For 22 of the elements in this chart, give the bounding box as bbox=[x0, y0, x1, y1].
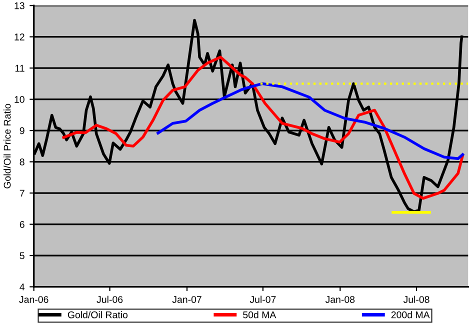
y-tick-label: 9 bbox=[20, 127, 24, 134]
x-tick-label: Jul-08 bbox=[403, 296, 430, 303]
line-series bbox=[156, 82, 464, 160]
y-tick-label: 6 bbox=[20, 221, 24, 228]
y-tick-label: 8 bbox=[20, 158, 24, 166]
x-tick-label: Jul-06 bbox=[96, 296, 123, 303]
x-tick-label: Jan-08 bbox=[325, 296, 355, 303]
x-tick-label: Jan-07 bbox=[172, 296, 202, 303]
y-tick-label: 4 bbox=[20, 284, 25, 290]
y-tick-label: 7 bbox=[20, 190, 24, 197]
legend-label: Gold/Oil Ratio bbox=[68, 311, 128, 318]
y-tick-label: 11 bbox=[15, 64, 24, 72]
legend-label: 200d MA bbox=[391, 311, 430, 318]
x-tick-label: Jan-06 bbox=[19, 296, 48, 303]
legend-label: 50d MA bbox=[243, 311, 276, 318]
y-tick-label: 12 bbox=[14, 34, 24, 40]
y-axis-title: Gold/Oil Price Ratio bbox=[4, 104, 11, 188]
y-tick-label: 13 bbox=[14, 2, 24, 10]
line-series bbox=[62, 56, 464, 200]
x-tick-label: Jul-07 bbox=[250, 296, 276, 303]
y-tick-label: 5 bbox=[20, 252, 24, 260]
y-tick-label: 10 bbox=[14, 96, 24, 103]
